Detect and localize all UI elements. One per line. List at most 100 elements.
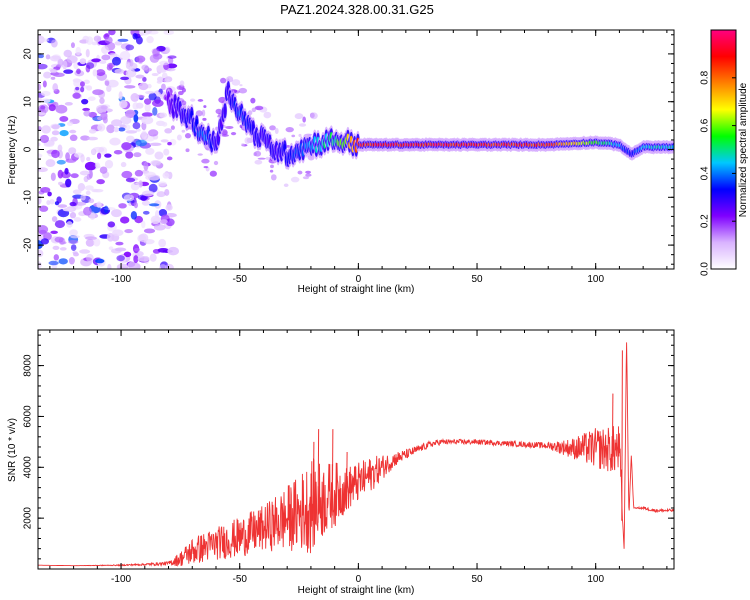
spectrogram-noise-blob xyxy=(103,205,109,214)
spectrogram-noise-blob xyxy=(69,212,77,219)
spectrogram-noise-blob xyxy=(51,216,58,223)
spectrogram-xtick-label: 0 xyxy=(356,274,362,285)
spectrogram-scatter-blob xyxy=(176,134,182,141)
spectrogram-noise-blob xyxy=(59,116,69,122)
spectrogram-noise-blob xyxy=(118,127,126,132)
spectrogram-noise-blob xyxy=(123,251,132,258)
spectrogram-noise-blob xyxy=(107,221,116,228)
spectrogram-noise-blob xyxy=(118,91,123,100)
spectrogram-noise-blob xyxy=(91,188,99,193)
spectrogram-noise-blob xyxy=(140,195,148,201)
spectrogram-noise-blob xyxy=(141,220,146,229)
spectrogram-noise-blob xyxy=(120,161,127,168)
spectrogram-noise-blob xyxy=(69,229,78,237)
spectrogram-noise-blob xyxy=(104,80,110,86)
spectrogram-noise-blob xyxy=(167,55,177,59)
spectrogram-noise-blob xyxy=(79,81,85,87)
spectrogram-noise-blob xyxy=(138,82,149,91)
spectrogram-noise-blob xyxy=(57,204,68,208)
spectrogram-noise-blob xyxy=(75,201,87,206)
spectrogram-noise-blob xyxy=(96,201,102,208)
spectrogram-noise-blob xyxy=(132,121,141,130)
spectrogram-scatter-blob xyxy=(254,105,264,111)
spectrogram-noise-blob xyxy=(38,142,41,147)
spectrogram-noise-blob xyxy=(54,220,66,229)
spectrogram-scatter-blob xyxy=(197,153,203,156)
spectrogram-noise-blob xyxy=(125,130,138,134)
spectrogram-ylabel: Frequency (Hz) xyxy=(7,116,18,185)
spectrogram-noise-blob xyxy=(52,245,60,251)
spectrogram-noise-blob xyxy=(49,55,62,62)
snr-spike xyxy=(611,393,614,470)
spectrogram-ytick-label: 0 xyxy=(23,146,34,152)
spectrogram-noise-blob xyxy=(115,241,124,246)
spectrogram-noise-blob xyxy=(50,136,58,142)
spectrogram-noise-blob xyxy=(119,51,131,60)
spectrogram-scatter-blob xyxy=(305,173,312,177)
spectrogram-noise-blob xyxy=(104,36,113,44)
colorbar-tick-label: 0.6 xyxy=(700,118,711,132)
spectrogram-noise-blob xyxy=(160,139,169,143)
spectrogram-noise-blob xyxy=(125,135,135,143)
spectrogram-scatter-blob xyxy=(213,160,219,166)
spectrogram-scatter-blob xyxy=(181,129,186,133)
spectrogram-noise-blob xyxy=(161,121,168,127)
spectrogram-noise-blob xyxy=(164,189,170,196)
spectrogram-noise-blob xyxy=(82,107,90,112)
spectrogram-noise-blob xyxy=(159,264,167,269)
spectrogram-noise-blob xyxy=(148,129,159,137)
spectrogram-noise-blob xyxy=(106,85,112,92)
spectrogram-noise-blob xyxy=(69,201,77,207)
spectrogram-scatter-blob xyxy=(302,116,306,123)
spectrogram-noise-blob xyxy=(159,60,170,66)
spectrogram-noise-blob xyxy=(119,216,130,224)
spectrogram-noise-blob xyxy=(157,181,167,187)
spectrogram-scatter-blob xyxy=(201,109,206,117)
spectrogram-noise-blob xyxy=(51,124,60,130)
spectrogram-noise-blob xyxy=(106,124,115,134)
spectrogram-noise-blob xyxy=(152,48,160,57)
spectrogram-noise-blob xyxy=(120,116,132,125)
spectrogram-noise-blob xyxy=(48,104,56,112)
spectrogram-noise-blob xyxy=(133,202,138,209)
spectrogram-noise-blob xyxy=(141,64,149,71)
spectrogram-noise-blob xyxy=(114,68,125,74)
spectrogram-noise-blob xyxy=(162,172,170,179)
spectrogram-scatter-blob xyxy=(178,91,184,96)
spectrogram-noise-blob xyxy=(38,261,42,269)
spectrogram-noise-blob xyxy=(51,39,58,48)
spectrogram-noise-blob xyxy=(148,183,158,193)
spectrogram-noise-blob xyxy=(125,69,137,78)
spectrogram-noise-blob xyxy=(38,54,44,59)
spectrogram-ridge-core xyxy=(223,106,227,115)
spectrogram-noise-blob xyxy=(125,109,136,119)
spectrogram-scatter-blob xyxy=(241,143,245,147)
spectrogram-noise-blob xyxy=(84,161,97,171)
spectrogram-scatter-blob xyxy=(184,133,192,139)
spectrogram-ytick-label: 10 xyxy=(23,96,34,108)
spectrogram-noise-blob xyxy=(84,185,94,191)
spectrogram-scatter-blob xyxy=(239,84,243,87)
spectrogram-noise-blob xyxy=(79,249,91,254)
spectrogram-noise-blob xyxy=(86,253,94,262)
spectrogram-noise-blob xyxy=(160,219,168,225)
spectrogram-noise-blob xyxy=(130,93,140,102)
spectrogram-noise-blob xyxy=(110,248,122,254)
spectrogram-ytick-label: -20 xyxy=(23,237,34,252)
spectrogram-noise-blob xyxy=(51,149,60,159)
spectrogram-noise-blob xyxy=(153,224,166,231)
spectrogram-noise-blob xyxy=(142,210,150,215)
snr-ytick-label: 6000 xyxy=(23,405,34,428)
spectrogram-noise-blob xyxy=(91,148,96,155)
spectrogram-noise-blob xyxy=(85,48,90,58)
spectrogram-xtick-label: 50 xyxy=(471,274,483,285)
spectrogram-noise-blob xyxy=(95,258,105,264)
colorbar-tick-label: 0.2 xyxy=(700,214,711,228)
spectrogram-scatter-blob xyxy=(305,170,311,174)
spectrogram-scatter-blob xyxy=(220,77,227,84)
spectrogram-scatter-blob xyxy=(197,99,204,102)
spectrogram-noise-blob xyxy=(135,139,148,147)
snr-xtick-label: 100 xyxy=(587,574,604,585)
spectrogram-noise-blob xyxy=(145,90,155,95)
spectrogram-noise-blob xyxy=(52,72,65,77)
